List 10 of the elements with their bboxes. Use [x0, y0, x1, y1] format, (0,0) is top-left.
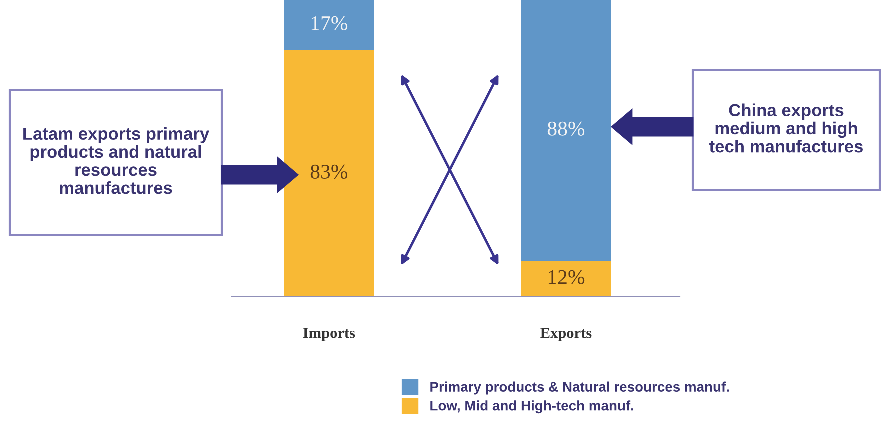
x-tick-label: Exports [540, 328, 592, 342]
legend-label: Low, Mid and High-tech manuf. [430, 400, 634, 414]
text: Latam exports primary products and natural resources manufactures [24, 127, 210, 194]
data-label: 12% [548, 270, 585, 284]
legend-label: Primary products & Natural resources manuf. [430, 382, 730, 395]
data-label: 17% [312, 16, 348, 31]
data-label: 83% [310, 164, 348, 180]
text: China exports medium and high tech manufactures [710, 104, 863, 153]
data-label: 88% [548, 122, 585, 136]
x-tick-label: Imports [303, 328, 356, 342]
